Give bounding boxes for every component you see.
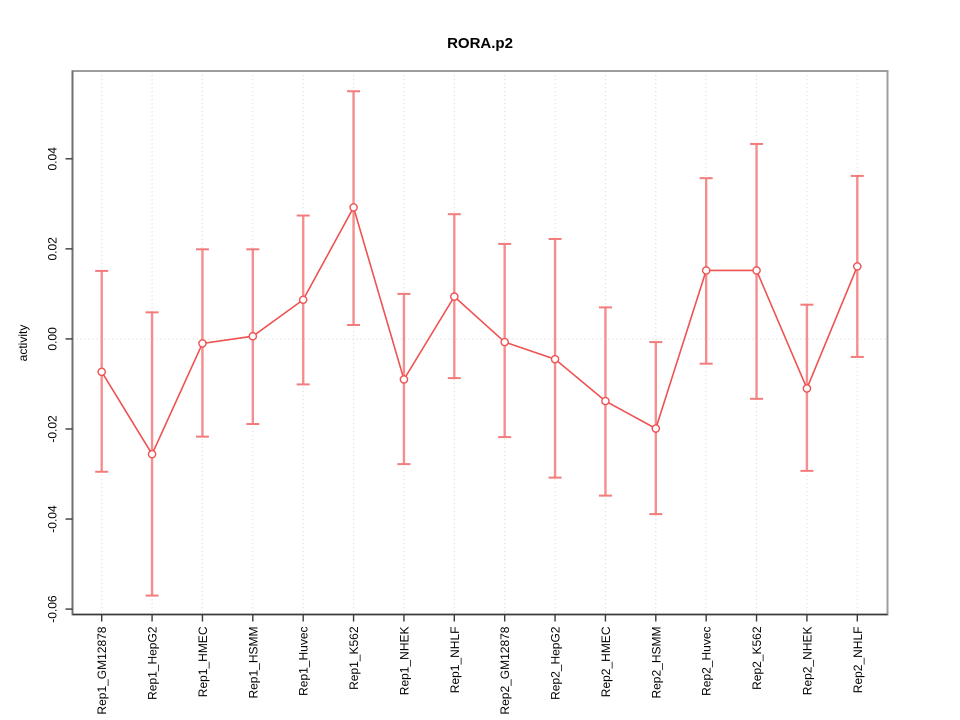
x-tick-label: Rep2_HSMM [649, 627, 663, 699]
data-point [701, 266, 711, 275]
plot-border [71, 70, 889, 616]
y-tick-label: -0.02 [46, 415, 60, 443]
data-point [852, 262, 862, 271]
chart-title: RORA.p2 [447, 35, 513, 52]
data-point [97, 367, 106, 377]
x-tick-label: Rep2_HepG2 [549, 626, 563, 700]
series-line [101, 205, 859, 456]
data-point [601, 396, 610, 406]
y-tick-label: 0.04 [46, 147, 60, 171]
x-tick-label: Rep1_NHEK [397, 627, 411, 696]
plot-gridlines [101, 71, 858, 615]
data-point [450, 292, 459, 301]
data-point [298, 295, 308, 305]
data-point [147, 449, 157, 459]
y-tick-label: -0.06 [46, 595, 60, 623]
x-tick-label: Rep1_NHLF [448, 627, 462, 694]
x-tick-label: Rep1_HMEC [196, 626, 210, 697]
x-tick-label: Rep2_K562 [750, 626, 764, 690]
x-tick-label: Rep2_HMEC [599, 626, 613, 697]
x-tick-label: Rep1_HepG2 [146, 626, 160, 700]
data-point [651, 424, 661, 433]
axes: -0.06 -0.04 -0.02 0.00 0.02 0.04 Rep1_GM12878 R… [45, 147, 864, 715]
x-tick-label: Rep2_Huvec [700, 627, 714, 696]
x-tick-label: Rep2_GM12878 [498, 626, 512, 714]
plot-box [71, 70, 889, 616]
y-tick-label: 0.00 [46, 327, 60, 351]
x-tick-label: Rep2_NHEK [800, 627, 814, 696]
y-tick-label: 0.02 [45, 237, 59, 261]
data-points [97, 203, 862, 459]
x-tick-label: Rep1_GM12878 [95, 626, 109, 714]
data-point [349, 203, 358, 212]
y-axis-label: activity [16, 325, 30, 362]
series-polyline [101, 205, 859, 456]
data-point [802, 384, 812, 393]
data-point [550, 354, 560, 364]
x-tick-label: Rep1_HSMM [246, 627, 260, 699]
x-tick-label: Rep1_K562 [347, 626, 361, 690]
data-point [399, 375, 409, 384]
data-point [248, 331, 258, 341]
y-tick-label: -0.04 [46, 505, 60, 533]
data-point [500, 337, 509, 347]
x-tick-label: Rep1_Huvec [297, 627, 311, 696]
x-tick-label: Rep2_NHLF [851, 627, 865, 694]
error-bars [95, 90, 864, 597]
data-point [752, 266, 761, 275]
data-point [198, 339, 207, 348]
